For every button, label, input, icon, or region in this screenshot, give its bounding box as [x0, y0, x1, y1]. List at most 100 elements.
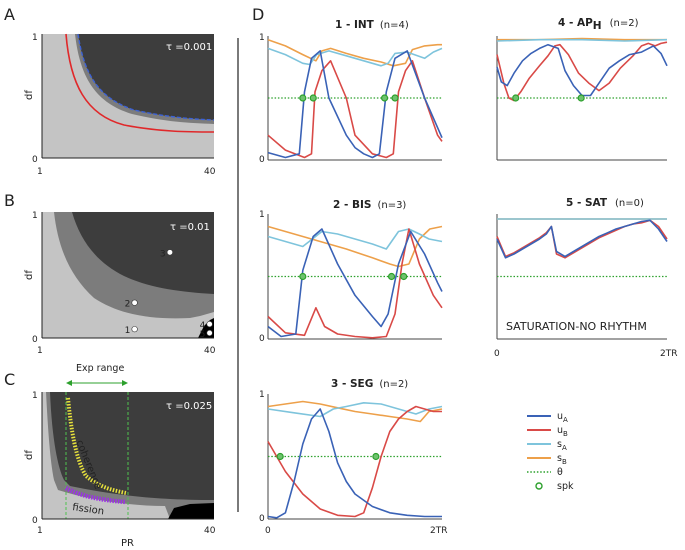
x-tick-min-a: 1	[37, 167, 43, 177]
operating-points-b: 1 2 3 45	[125, 249, 213, 340]
legend-label-main-sA: s	[557, 439, 562, 450]
title-bis: 2 - BIS (n=3)	[333, 199, 406, 211]
title-seg-count: (n=2)	[379, 379, 408, 390]
spike-marker-d3-2	[372, 452, 380, 461]
title-seg: 3 - SEG (n=2)	[331, 378, 408, 390]
series-sA-d1	[267, 47, 443, 67]
title-sat: 5 - SAT (n=0)	[566, 197, 644, 209]
y-axis-label-b: df	[24, 270, 35, 280]
title-aph-count: (n=2)	[610, 18, 639, 29]
spike-marker-d1-3	[380, 94, 389, 102]
saturation-annotation: SATURATION-NO RHYTHM	[506, 320, 647, 333]
legend-label-sub-uA: A	[563, 416, 568, 424]
legend-label-main-sB: s	[557, 453, 562, 464]
spike-marker-d1-4	[391, 94, 399, 102]
x-tick-max-b: 40	[204, 346, 216, 356]
fission-boundary-curve	[64, 486, 127, 505]
series-uB-d5	[496, 219, 668, 259]
heatmap-panel-c: coherence fission τ =0.025 Exp range 1 0…	[24, 363, 216, 549]
spike-marker-d4-1	[512, 94, 520, 102]
legend-label-spk: spk	[557, 481, 574, 492]
tau-label-c: τ =0.025	[166, 401, 212, 412]
d3-x-tick-max: 2TR	[430, 526, 447, 536]
operating-point-label-4: 4	[200, 321, 206, 331]
red-boundary-a	[65, 33, 215, 133]
panel-d-ticks: 1 0 1 0 1 0 0 2TR 0 2TR	[259, 33, 677, 536]
d2-y-tick-min: 0	[259, 334, 265, 344]
operating-point-label-3: 3	[160, 249, 166, 259]
x-tick-max-c: 40	[204, 526, 216, 536]
y-tick-max-b: 1	[32, 211, 38, 221]
fission-label: fission	[72, 502, 105, 517]
d3-y-tick-min: 0	[259, 514, 265, 524]
legend-swatch-spk	[535, 482, 543, 490]
line-chart-d1	[267, 36, 443, 161]
legend-label-sub-sA: A	[562, 444, 567, 452]
spike-marker-d2-2	[387, 272, 396, 281]
legend-label-main-uB: u	[557, 425, 563, 436]
y-axis-label-a: df	[24, 90, 35, 100]
blue-dashed-boundary-a	[77, 33, 215, 121]
title-aph: 4 - APH (n=2)	[558, 17, 639, 32]
series-sA-d4	[496, 38, 668, 42]
tau-label-a: τ =0.001	[166, 42, 212, 53]
series-uA-d4	[496, 43, 668, 97]
title-int-count: (n=4)	[380, 20, 409, 31]
x-tick-max-a: 40	[204, 167, 216, 177]
line-chart-d5	[496, 214, 668, 340]
series-uB-d4	[496, 41, 668, 102]
spike-marker-d2-1	[299, 272, 307, 281]
panel-letter-c: C	[4, 370, 15, 389]
legend-label-main-uA: u	[557, 411, 563, 422]
region-dark-a	[78, 34, 214, 120]
series-sB-d3	[267, 400, 443, 423]
title-aph-name: 4 - AP	[558, 17, 593, 29]
series-uA-d2	[267, 228, 443, 338]
y-tick-max-c: 1	[32, 391, 38, 401]
spike-marker-d1-2	[309, 94, 317, 102]
heatmap-panel-a: τ =0.001 1 0 1 40 df	[24, 33, 216, 177]
y-axis-label-c: df	[24, 450, 35, 460]
legend-label-main-theta: θ	[557, 467, 563, 478]
title-bis-name: 2 - BIS	[333, 199, 371, 211]
panel-letter-a: A	[4, 5, 15, 24]
title-sat-name: 5 - SAT	[566, 197, 608, 209]
series-uA-d3	[267, 408, 442, 519]
legend-label-uA: uA	[557, 411, 568, 424]
x-tick-min-c: 1	[37, 526, 43, 536]
spike-marker-d2-3	[400, 272, 408, 281]
operating-point-5	[206, 329, 213, 337]
title-int: 1 - INT (n=4)	[335, 19, 409, 31]
x-tick-min-b: 1	[37, 346, 43, 356]
legend-label-sub-sB: B	[562, 458, 567, 466]
d5-x-tick-max: 2TR	[660, 349, 677, 359]
series-sA-d2	[267, 228, 443, 250]
y-tick-min-a: 0	[32, 155, 38, 165]
operating-point-label-5: 5	[200, 330, 206, 340]
d3-x-tick-min: 0	[265, 526, 271, 536]
series-sB-d1	[267, 38, 442, 67]
series-uB-d2	[267, 228, 443, 339]
d1-y-tick-min: 0	[259, 155, 265, 165]
operating-point-4	[206, 321, 213, 328]
line-chart-d2	[267, 214, 443, 340]
spike-marker-d1-1	[299, 94, 307, 102]
panel-d-line-charts	[267, 36, 668, 520]
title-int-name: 1 - INT	[335, 19, 375, 31]
legend-label-sB: sB	[557, 453, 567, 466]
operating-point-1	[131, 326, 138, 333]
heatmap-panel-b: τ =0.01 1 2 3 45 1 0 1 40 df	[24, 211, 216, 356]
legend-label-sub-uB: B	[563, 430, 568, 438]
panel-d-titles: 1 - INT (n=4) 2 - BIS (n=3) 3 - SEG (n=2) 4…	[331, 17, 647, 390]
d5-x-tick-min: 0	[494, 349, 500, 359]
spike-marker-d3-1	[276, 452, 284, 461]
y-tick-min-c: 0	[32, 516, 38, 526]
coherence-boundary-curve	[66, 397, 127, 495]
series-uA-d1	[267, 50, 443, 159]
operating-point-label-1: 1	[125, 326, 131, 336]
d3-y-tick-max: 1	[259, 390, 265, 400]
y-tick-max-a: 1	[32, 33, 38, 43]
exp-range-arrowhead-left	[66, 380, 72, 386]
